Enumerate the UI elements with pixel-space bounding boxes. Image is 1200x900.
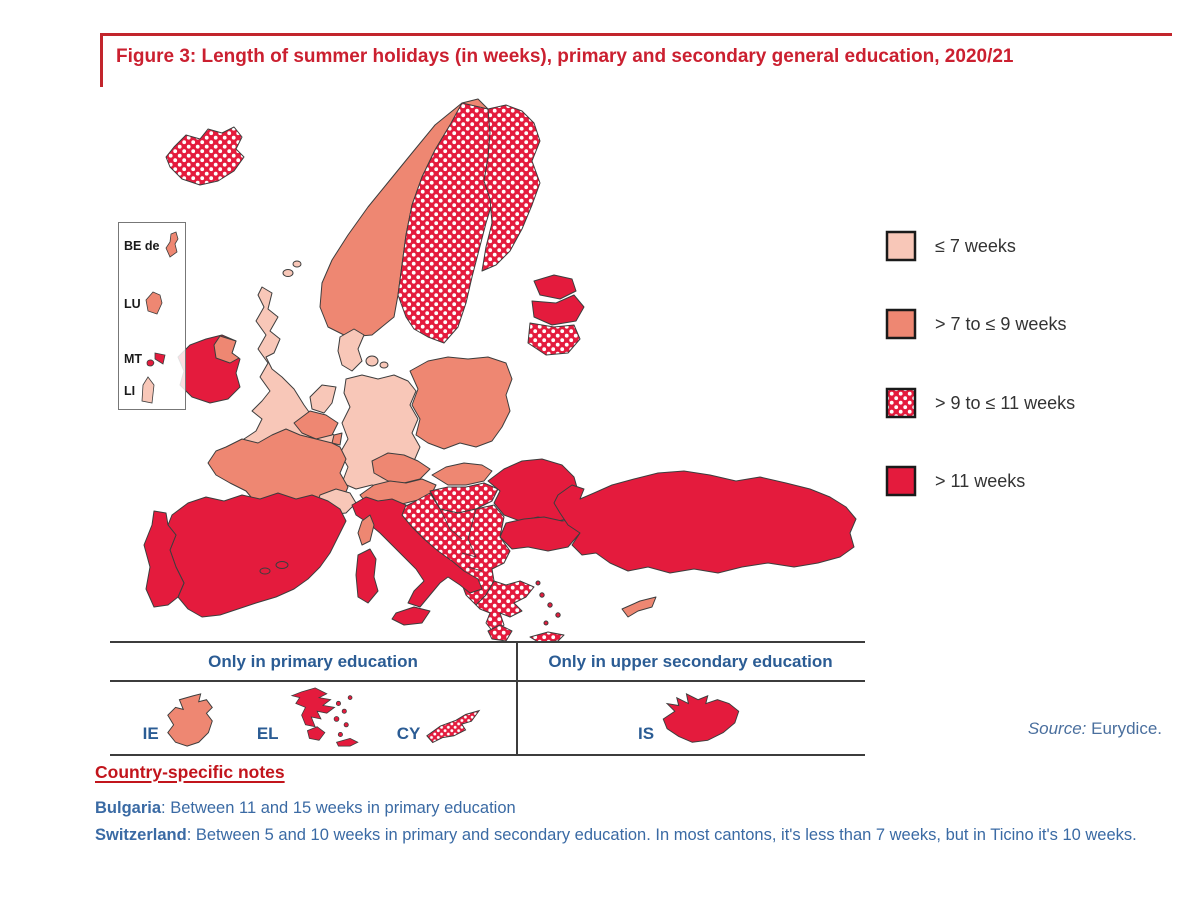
inset-shape-be-de [165, 231, 179, 258]
inset-item-li: LI [124, 375, 159, 407]
aegean-island [547, 602, 553, 608]
table-entry-el: EL [257, 686, 360, 754]
country-estonia [533, 274, 577, 300]
table-entry-cy: CY [397, 708, 484, 754]
aegean-island [555, 612, 561, 618]
legend-item-9to11: > 9 to ≤ 11 weeks [885, 387, 1075, 419]
table-shape-ireland [166, 693, 213, 747]
table-label-cy: CY [396, 724, 421, 743]
legend-label-7to9: > 7 to ≤ 9 weeks [935, 313, 1067, 334]
legend-swatch-le7 [885, 230, 917, 262]
italy-sicily [391, 606, 431, 626]
table-label-is: IS [637, 724, 655, 743]
source-line: Source: Eurydice. [950, 719, 1162, 739]
title-left-rule [100, 33, 103, 87]
aegean-island [535, 580, 541, 586]
country-poland [409, 356, 513, 450]
country-iceland [165, 126, 245, 186]
table-shape-greece [290, 687, 359, 747]
aegean-island [539, 592, 545, 598]
legend-swatch-9to11 [885, 387, 917, 419]
country-spain [167, 492, 347, 618]
italy-sardinia [355, 548, 379, 604]
country-cyprus [621, 596, 657, 618]
figure-title: Figure 3: Length of summer holidays (in … [116, 46, 1014, 67]
inset-label-li: LI [124, 384, 136, 398]
legend-swatch-gt11 [885, 465, 917, 497]
inset-item-lu: LU [124, 289, 165, 319]
legend-label-le7: ≤ 7 weeks [935, 235, 1016, 256]
country-turkey [553, 470, 857, 574]
inset-small-countries-box: BE de LU MT LI [118, 222, 186, 410]
spain-balearics [259, 567, 271, 575]
denmark-islands [365, 355, 379, 367]
legend-item-le7: ≤ 7 weeks [885, 230, 1016, 262]
country-specific-notes: Country-specific notes Bulgaria: Between… [95, 762, 1170, 849]
inset-item-be-de: BE de [124, 231, 181, 261]
inset-label-lu: LU [124, 297, 141, 311]
balkans-internal-borders [439, 508, 483, 572]
table-header-primary: Only in primary education [110, 643, 516, 682]
country-bulgaria [499, 516, 581, 552]
spain-balearics-2 [275, 561, 289, 569]
table-divider [516, 643, 518, 754]
france-corsica [357, 514, 375, 546]
exceptions-table: Only in primary education Only in upper … [110, 641, 865, 756]
source-text: Eurydice. [1086, 719, 1162, 738]
legend-label-9to11: > 9 to ≤ 11 weeks [935, 392, 1076, 413]
europe-map-svg [143, 98, 857, 643]
inset-label-mt: MT [124, 352, 143, 366]
note-switzerland-text: : Between 5 and 10 weeks in primary and … [186, 826, 1137, 844]
legend-label-gt11: > 11 weeks [935, 470, 1026, 491]
country-finland [481, 104, 541, 272]
country-czechia [371, 452, 431, 484]
note-bulgaria-country: Bulgaria [95, 799, 162, 817]
denmark-islands-2 [379, 361, 389, 369]
country-denmark [337, 328, 365, 372]
aegean-island [543, 620, 549, 626]
greece-peloponnese [487, 624, 513, 642]
country-sweden [397, 102, 501, 344]
europe-map [110, 95, 870, 645]
table-shape-cyprus [426, 709, 481, 744]
uk-northern-isles-2 [292, 260, 302, 268]
title-top-rule [100, 33, 1172, 36]
inset-shape-mt [146, 352, 166, 367]
source-prefix: Source: [1027, 719, 1087, 738]
table-header-secondary: Only in upper secondary education [516, 643, 865, 682]
inset-item-mt: MT [124, 347, 170, 371]
legend-item-7to9: > 7 to ≤ 9 weeks [885, 308, 1066, 340]
table-label-ie: IE [142, 724, 159, 743]
table-body-secondary: IS [516, 682, 865, 754]
note-bulgaria: Bulgaria: Between 11 and 15 weeks in pri… [95, 795, 1170, 822]
country-italy [351, 496, 483, 608]
country-latvia [531, 294, 585, 326]
country-lithuania [527, 322, 581, 356]
note-bulgaria-text: : Between 11 and 15 weeks in primary edu… [161, 799, 516, 817]
country-belgium [293, 410, 339, 440]
country-netherlands [309, 384, 337, 414]
country-greece [475, 580, 535, 634]
country-slovakia [431, 462, 493, 486]
table-label-el: EL [256, 724, 279, 743]
country-portugal [143, 510, 185, 608]
table-body-primary: IE EL CY [110, 682, 516, 754]
region-northern-ireland [213, 335, 240, 364]
uk-northern-isles [282, 269, 294, 277]
inset-shape-lu [145, 291, 163, 315]
note-switzerland-country: Switzerland [95, 826, 187, 844]
inset-label-be-de: BE de [124, 239, 160, 253]
note-switzerland: Switzerland: Between 5 and 10 weeks in p… [95, 822, 1170, 849]
table-entry-is: IS [638, 690, 743, 754]
country-luxembourg [331, 432, 343, 446]
legend-swatch-7to9 [885, 308, 917, 340]
inset-shape-li [141, 376, 155, 404]
table-entry-ie: IE [143, 692, 220, 754]
legend-item-gt11: > 11 weeks [885, 465, 1025, 497]
notes-heading: Country-specific notes [95, 762, 285, 782]
table-shape-iceland [662, 692, 740, 743]
